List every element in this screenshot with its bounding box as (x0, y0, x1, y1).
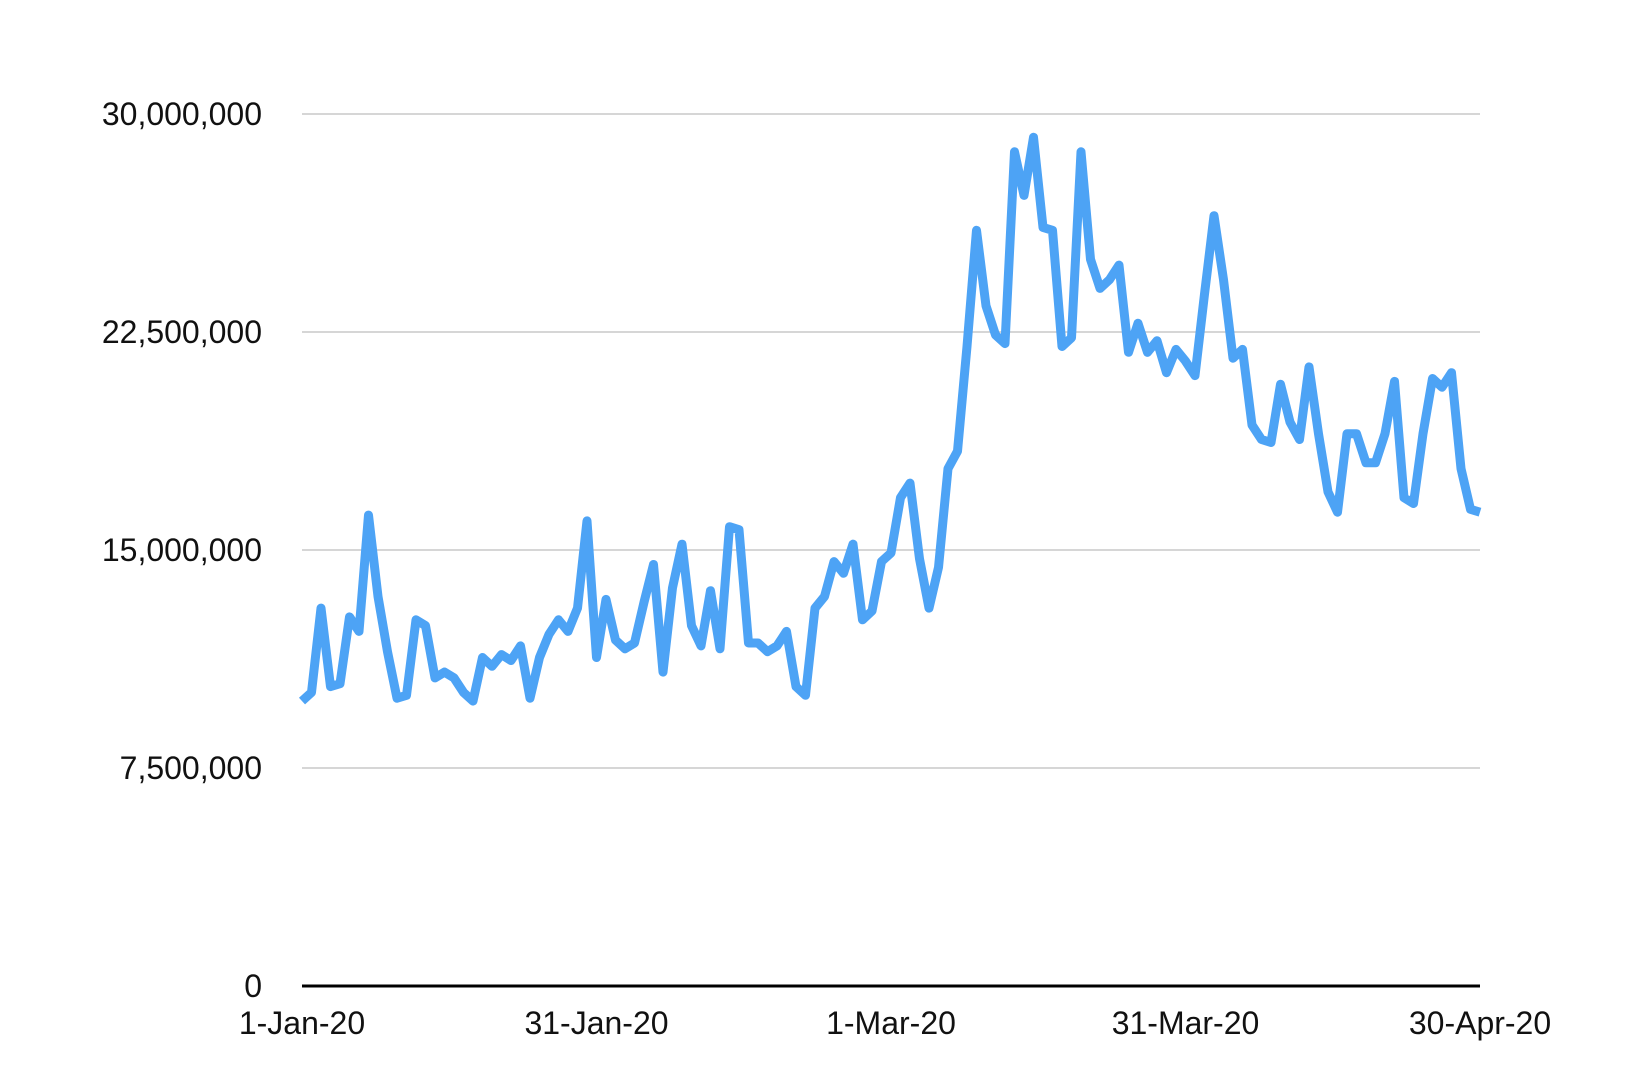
y-tick-label: 15,000,000 (102, 532, 262, 568)
y-tick-label: 0 (244, 968, 262, 1004)
x-tick-label: 30-Apr-20 (1409, 1005, 1551, 1041)
y-axis-labels: 0 7,500,000 15,000,000 22,500,000 30,000,000 (102, 96, 262, 1004)
x-axis-labels: 1-Jan-20 31-Jan-20 1-Mar-20 31-Mar-20 30-Apr… (239, 1005, 1551, 1041)
grid-lines (302, 113, 1480, 769)
x-tick-label: 31-Mar-20 (1112, 1005, 1260, 1041)
x-tick-label: 1-Mar-20 (826, 1005, 956, 1041)
y-tick-label: 7,500,000 (120, 750, 262, 786)
y-tick-label: 30,000,000 (102, 96, 262, 132)
x-tick-label: 1-Jan-20 (239, 1005, 365, 1041)
x-tick-label: 31-Jan-20 (524, 1005, 668, 1041)
series-line (298, 132, 1482, 706)
y-tick-label: 22,500,000 (102, 314, 262, 350)
